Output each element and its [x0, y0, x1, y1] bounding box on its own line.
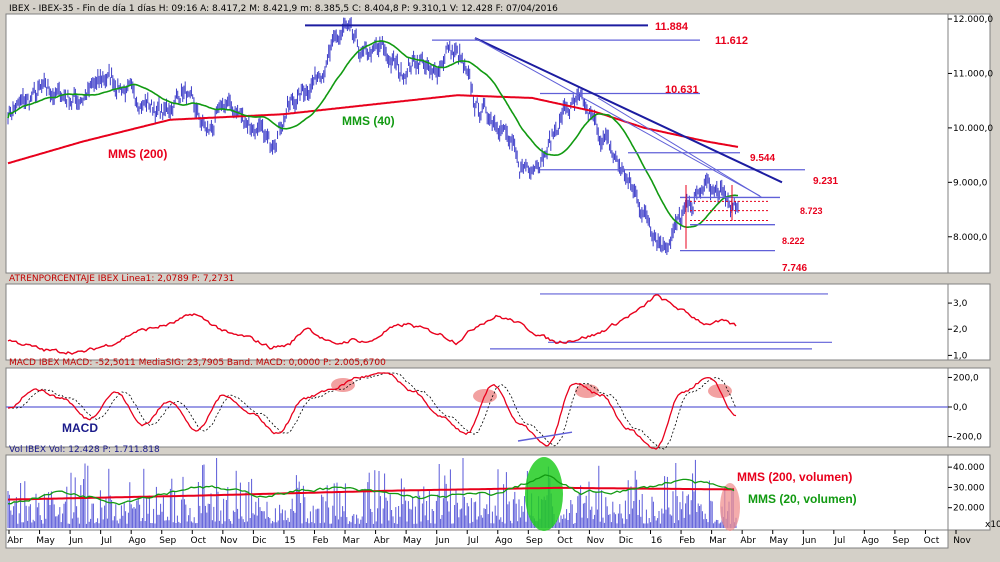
price-axis-area — [947, 13, 991, 274]
level-label-4: 9.231 — [813, 176, 838, 187]
price-y-label-1: 11.000,0 — [953, 69, 993, 79]
x-tick-label-5: Sep — [159, 536, 176, 546]
atr-y-label-1: 2,0 — [953, 325, 968, 335]
macd-axis-area — [947, 367, 991, 448]
x-tick-label-1: May — [36, 536, 55, 546]
x-tick-label-6: Oct — [191, 536, 207, 546]
x-tick-label-22: Feb — [679, 536, 695, 546]
x-tick-label-16: Ago — [495, 536, 513, 546]
level-label-5: 8.723 — [800, 206, 823, 216]
x-tick-label-0: Abr — [7, 536, 23, 546]
x-tick-label-18: Oct — [557, 536, 573, 546]
vol-header: Vol IBEX Vol: 12.428 P: 1.711.818 — [9, 445, 160, 455]
vol-mms200-annotation: MMS (200, volumen) — [737, 470, 852, 484]
price-header: IBEX - IBEX-35 - Fin de día 1 días H: 09… — [9, 4, 558, 14]
x-tick-label-3: Jul — [100, 536, 112, 546]
macd-divergence-line — [517, 431, 573, 442]
macd-label: MACD — [62, 421, 98, 435]
atr-plot-area — [5, 283, 949, 361]
vol-y-label-0: 40.000 — [953, 463, 985, 473]
vol-mms20-annotation: MMS (20, volumen) — [748, 492, 857, 506]
vol-mms20-line — [8, 474, 735, 506]
level-label-7: 7.746 — [782, 263, 807, 274]
x-tick-label-10: Feb — [313, 536, 329, 546]
macd-y-label-2: -200,0 — [953, 433, 982, 443]
x-tick-label-14: Jun — [435, 536, 450, 546]
x-tick-label-7: Nov — [220, 536, 238, 546]
price-y-label-2: 10.000,0 — [953, 124, 993, 134]
trendline-main — [474, 37, 783, 184]
macd-y-label-0: 200,0 — [953, 373, 979, 383]
vol-axis-area — [947, 454, 991, 531]
level-label-2: 10.631 — [665, 84, 699, 96]
x-tick-label-2: Jun — [68, 536, 83, 546]
atr-axis-area — [947, 283, 991, 361]
x-tick-label-24: Abr — [740, 536, 756, 546]
level-label-0: 11.884 — [655, 21, 689, 33]
level-label-3: 9.544 — [750, 153, 775, 164]
mms40-annotation: MMS (40) — [342, 114, 395, 128]
price-plot-area — [5, 13, 949, 274]
x-tick-label-30: Oct — [924, 536, 940, 546]
atr-line — [7, 294, 737, 355]
atr-header: ATRENPORCENTAJE IBEX Linea1: 2,0789 P: 7… — [9, 274, 234, 284]
price-y-label-3: 9.000,0 — [953, 178, 988, 188]
x-tick-label-29: Sep — [892, 536, 909, 546]
x-tick-label-12: Abr — [374, 536, 390, 546]
vol-scale-label: x10 — [985, 520, 1000, 530]
atr-y-label-0: 3,0 — [953, 299, 968, 309]
x-tick-label-31: Nov — [953, 536, 971, 546]
macd-signal-line — [8, 372, 737, 450]
volume-highlight-green — [525, 457, 563, 531]
price-bars — [7, 17, 739, 255]
x-tick-label-9: 15 — [284, 536, 295, 546]
x-tick-label-23: Mar — [709, 536, 726, 546]
x-tick-label-4: Ago — [128, 536, 146, 546]
x-tick-label-17: Sep — [526, 536, 543, 546]
vol-y-label-2: 20.000 — [953, 504, 985, 514]
x-tick-label-8: Dic — [252, 536, 266, 546]
mms40-line — [7, 40, 738, 228]
level-label-6: 8.222 — [782, 236, 805, 246]
mms200-annotation: MMS (200) — [108, 147, 167, 161]
price-y-label-4: 8.000,0 — [953, 233, 988, 243]
macd-header: MACD IBEX MACD: -52,5011 MediaSIG: 23,79… — [9, 358, 386, 368]
vol-y-label-1: 30.000 — [953, 483, 985, 493]
x-tick-label-27: Jul — [833, 536, 845, 546]
x-tick-label-26: Jun — [801, 536, 816, 546]
volume-highlight-red — [720, 483, 740, 531]
x-axis-area — [5, 529, 949, 549]
atr-y-label-2: 1,0 — [953, 351, 968, 361]
x-tick-label-19: Nov — [587, 536, 605, 546]
x-tick-label-21: 16 — [651, 536, 663, 546]
price-y-label-0: 12.000,0 — [953, 15, 993, 25]
x-tick-label-28: Ago — [862, 536, 880, 546]
macd-peak-highlight-2 — [575, 384, 599, 398]
vol-mms200-line — [7, 486, 734, 501]
trendline-secondary — [474, 37, 761, 197]
mms200-line — [7, 94, 739, 165]
level-label-1: 11.612 — [715, 35, 748, 47]
x-tick-label-15: Jul — [467, 536, 479, 546]
x-tick-label-11: Mar — [343, 536, 360, 546]
x-tick-label-25: May — [769, 536, 788, 546]
macd-y-label-1: 0,0 — [953, 403, 968, 413]
x-tick-label-20: Dic — [619, 536, 633, 546]
trendline-third — [597, 97, 763, 199]
x-tick-label-13: May — [403, 536, 422, 546]
macd-line — [7, 372, 737, 450]
